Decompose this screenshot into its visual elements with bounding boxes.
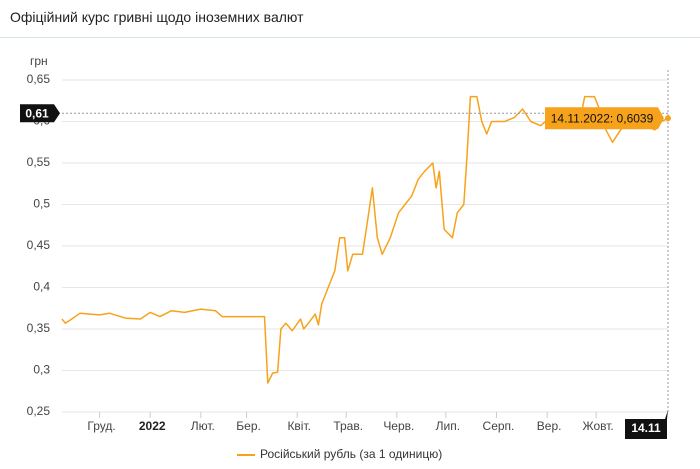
x-tick-label: Жовт.: [583, 419, 614, 433]
y-axis-label: грн: [30, 54, 48, 68]
x-tick-label: Квіт.: [287, 419, 311, 433]
x-tick-label: Вер.: [537, 419, 562, 433]
x-tick-label: Серп.: [483, 419, 515, 433]
crosshair-y-box: [20, 104, 60, 123]
x-tick-label: Лют.: [191, 419, 215, 433]
crosshair-y-label: 0,61: [25, 106, 49, 120]
x-tick-label: Лип.: [436, 419, 460, 433]
y-tick-label: 0,55: [27, 155, 51, 169]
x-tick-label: Бер.: [236, 419, 261, 433]
y-tick-label: 0,5: [33, 197, 50, 211]
tooltip-point: [665, 115, 671, 122]
tooltip-text: 14.11.2022: 0,6039: [551, 111, 654, 125]
x-tick-label: 2022: [139, 419, 166, 433]
y-tick-label: 0,35: [27, 321, 51, 335]
page-title: Офіційний курс гривні щодо іноземних вал…: [0, 0, 700, 38]
tooltip-box: [545, 107, 664, 130]
y-tick-label: 0,25: [27, 404, 51, 418]
y-tick-label: 0,45: [27, 238, 51, 252]
x-tick-label: Груд.: [87, 419, 115, 433]
y-tick-label: 0,65: [27, 72, 51, 86]
y-tick-label: 0,3: [33, 363, 50, 377]
x-tick-label: Черв.: [383, 419, 414, 433]
x-tick-label: Трав.: [333, 419, 363, 433]
legend-label: Російський рубль (за 1 одиницю): [260, 447, 442, 461]
y-tick-label: 0,4: [33, 280, 50, 294]
crosshair-x-box: [625, 410, 668, 439]
crosshair-x-label: 14.11: [631, 421, 661, 435]
line-series: [61, 95, 669, 384]
